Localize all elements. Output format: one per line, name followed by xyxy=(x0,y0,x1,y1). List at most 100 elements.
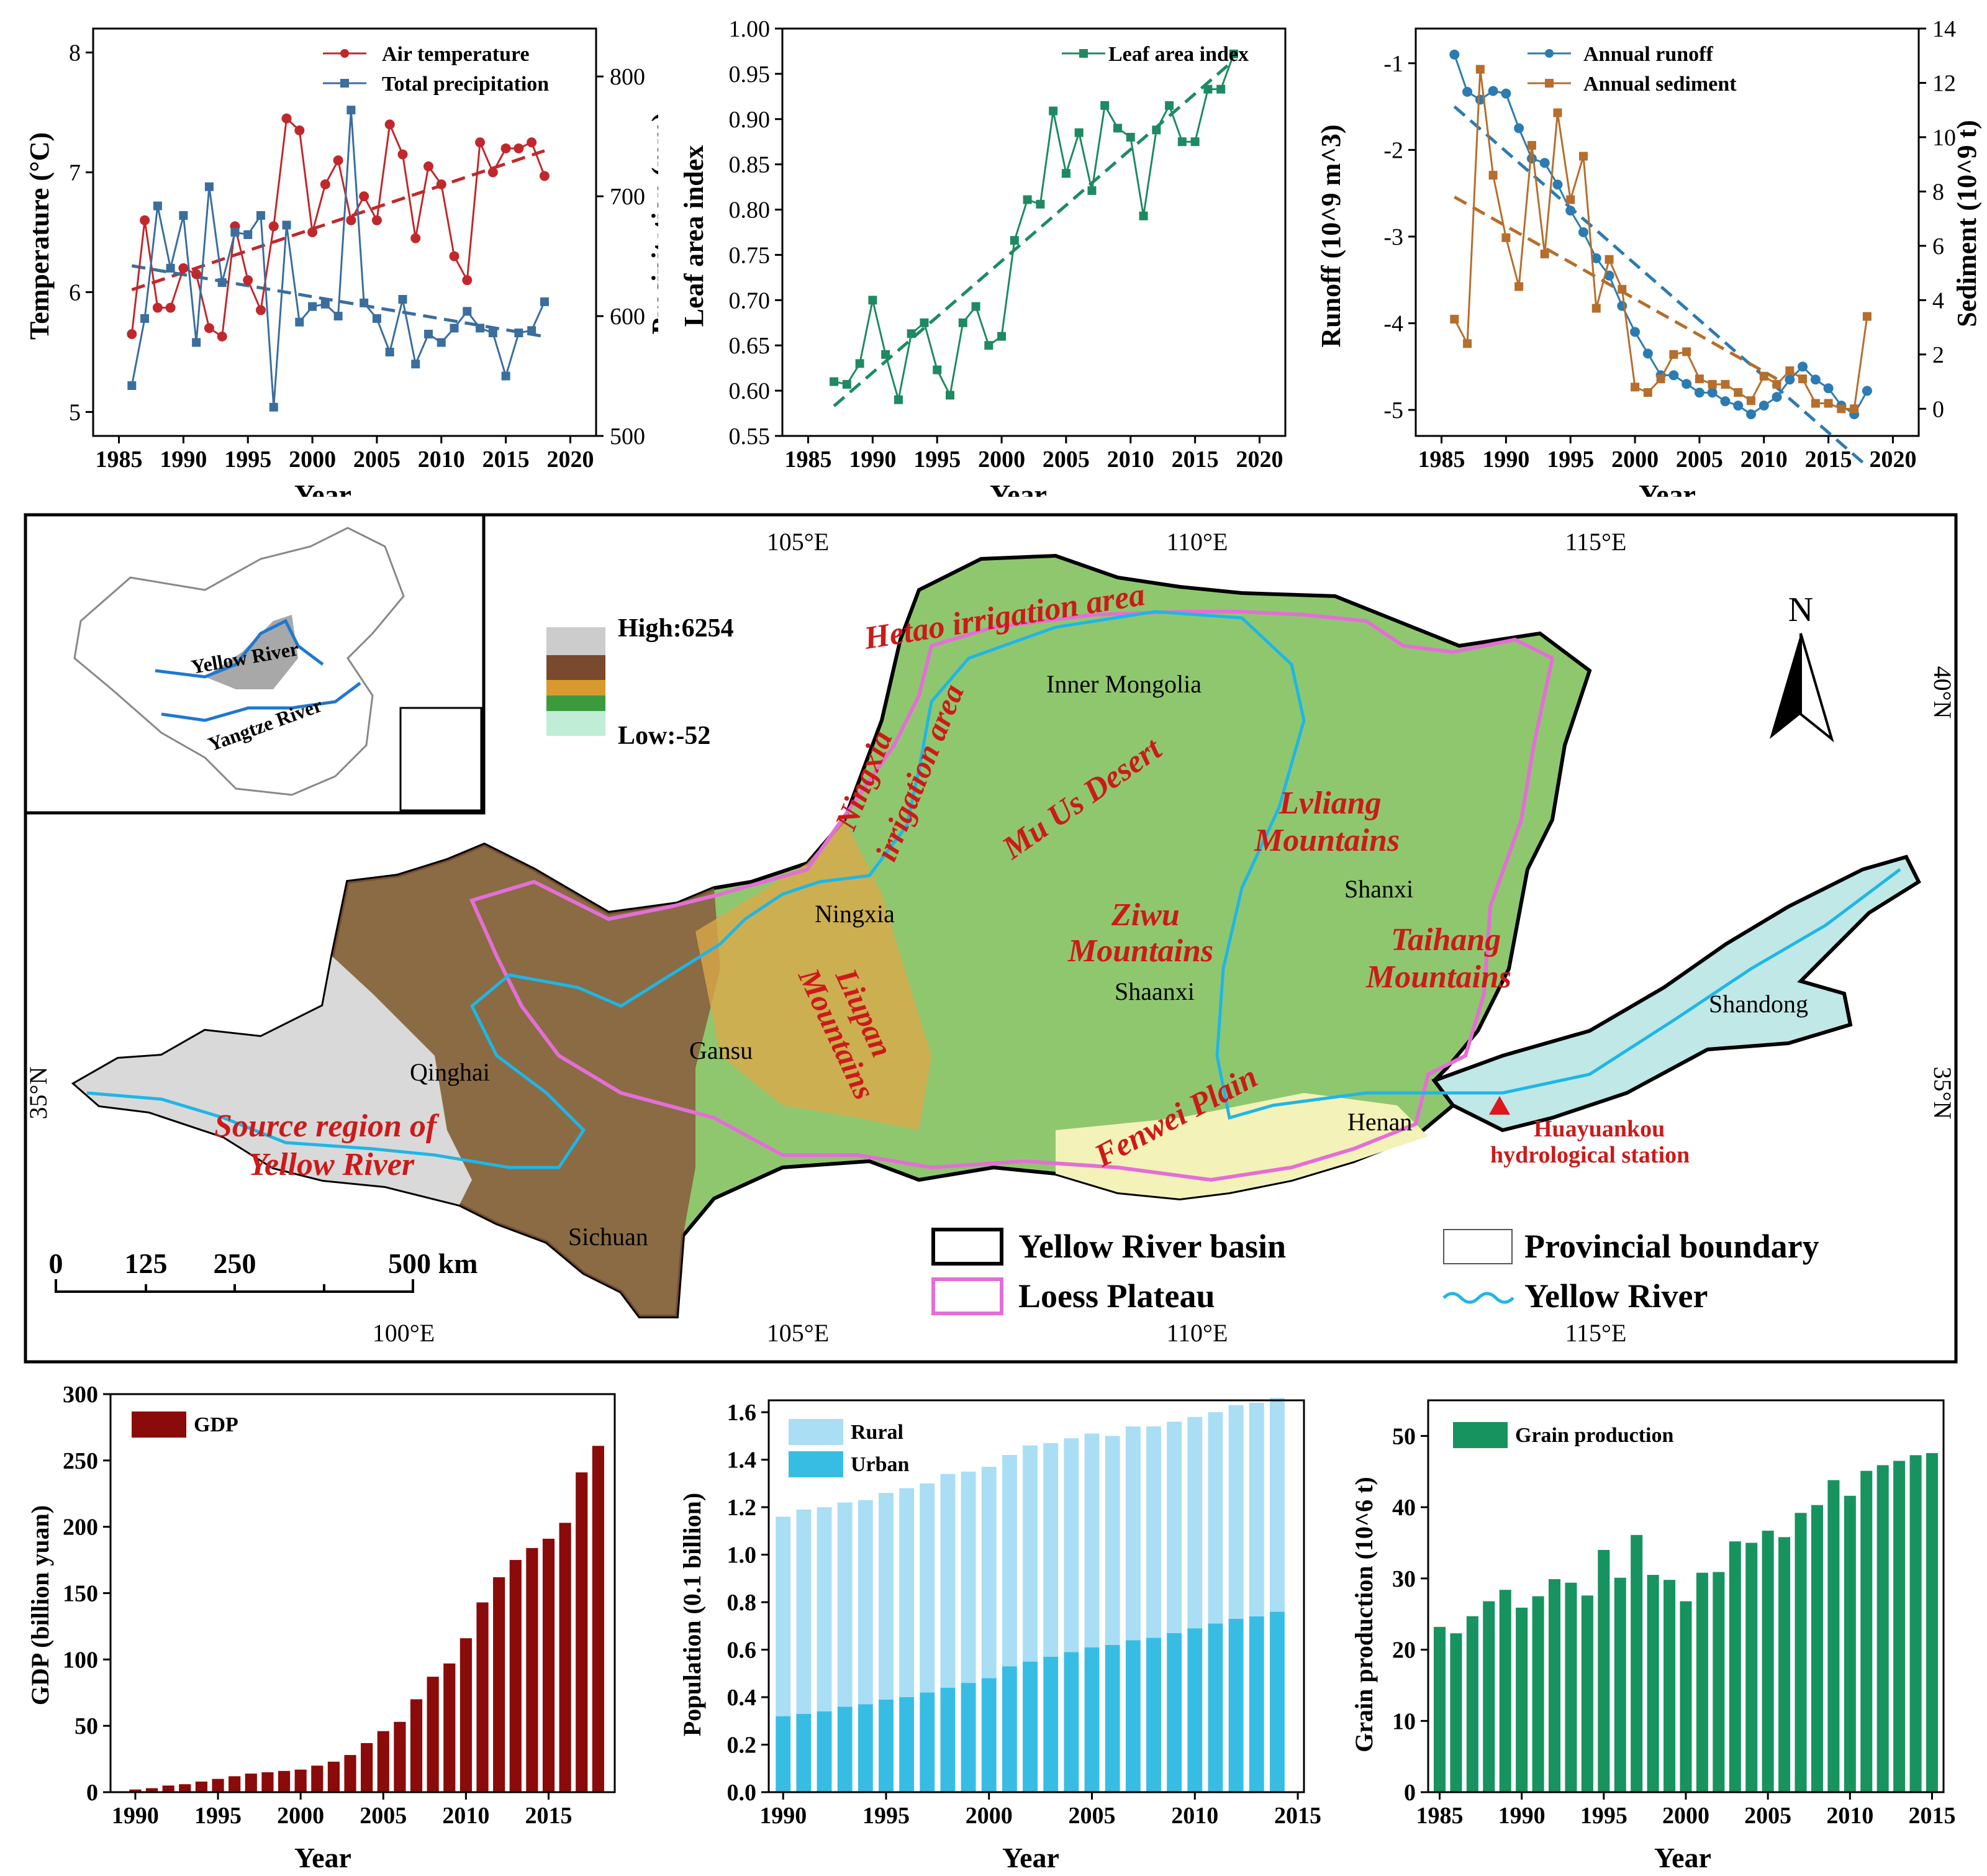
y-axis-title: Leaf area index xyxy=(679,145,709,327)
x-tick-label: 2020 xyxy=(546,446,594,473)
y-tick-label: 0.75 xyxy=(729,242,771,268)
bar xyxy=(1811,1505,1823,1792)
y-tick-label: 0.2 xyxy=(727,1733,757,1759)
x-axis-title: Year xyxy=(990,479,1047,497)
bar xyxy=(1598,1549,1610,1792)
data-point xyxy=(1759,371,1768,381)
source-snow-terrain xyxy=(75,956,472,1205)
y-tick-label: -3 xyxy=(1383,224,1403,250)
bar xyxy=(961,1683,976,1792)
data-point xyxy=(1823,383,1834,394)
province-sichuan: Sichuan xyxy=(568,1223,648,1251)
bar xyxy=(327,1761,340,1792)
bar xyxy=(1043,1443,1059,1657)
data-point xyxy=(971,302,980,311)
data-point xyxy=(540,297,549,306)
data-point xyxy=(204,323,214,333)
bar xyxy=(1228,1618,1244,1792)
grain-legend: Grain production xyxy=(1453,1422,1673,1448)
label-station-1: Huayuankou xyxy=(1534,1116,1665,1142)
data-point xyxy=(1488,171,1498,180)
data-point xyxy=(1758,401,1769,411)
data-point xyxy=(243,230,253,239)
data-point xyxy=(1216,84,1226,94)
legend-basin: Yellow River basin xyxy=(1018,1228,1286,1265)
y-tick-label: 100 xyxy=(63,1647,98,1673)
data-point xyxy=(1177,137,1187,147)
y-tick-label: 6 xyxy=(69,279,81,306)
bar xyxy=(1146,1426,1161,1638)
y-tick-label: 50 xyxy=(75,1713,98,1739)
data-point xyxy=(230,228,240,237)
x-tick-label: 2000 xyxy=(277,1803,324,1829)
lon-label-top-115: 115°E xyxy=(1565,528,1627,556)
data-point xyxy=(397,149,408,160)
data-point xyxy=(1708,379,1717,389)
x-tick-label: 1995 xyxy=(1547,446,1594,473)
data-point xyxy=(1631,383,1640,392)
data-point xyxy=(1463,339,1472,348)
data-point xyxy=(1450,314,1459,324)
grain-chart: 1985 1990 1995 2000 2005 2010 201501020304050 … xyxy=(1350,1399,1955,1874)
bar xyxy=(817,1711,832,1792)
y-tick-label: 1.00 xyxy=(729,16,771,42)
lat-label-35-left: 35°N xyxy=(24,1067,52,1120)
bar xyxy=(1696,1572,1708,1792)
data-point xyxy=(1579,152,1588,161)
bar xyxy=(592,1446,604,1792)
bar xyxy=(817,1507,832,1711)
label-taihang-1: Taihang xyxy=(1391,922,1501,958)
data-point xyxy=(1475,65,1485,74)
data-point xyxy=(1772,379,1781,389)
bar xyxy=(1483,1601,1495,1792)
data-point xyxy=(1165,101,1174,110)
bar xyxy=(1023,1445,1038,1662)
data-point xyxy=(920,318,929,327)
bar xyxy=(1532,1596,1544,1792)
inset-south-china-sea-box xyxy=(399,707,482,812)
bar xyxy=(1926,1452,1939,1792)
bar xyxy=(858,1704,873,1792)
y-tick-label: 200 xyxy=(63,1515,98,1541)
x-tick-label: 2010 xyxy=(1171,1803,1218,1829)
data-point xyxy=(1656,374,1665,384)
y-tick-label: 0 xyxy=(1404,1780,1416,1806)
x-tick-label: 2020 xyxy=(1236,446,1283,473)
y-tick-label: 8 xyxy=(69,40,81,66)
data-point xyxy=(1694,387,1704,398)
y-tick-label: 150 xyxy=(63,1581,98,1607)
x-tick-label: 1985 xyxy=(785,446,832,473)
data-point xyxy=(842,379,851,389)
bar xyxy=(559,1523,571,1792)
gdp-chart: 1990 1995 2000 2005 2010 2015 0 50 100 150 200 250 3… xyxy=(26,1382,616,1874)
y-axis-title: Runoff (10^9 m^3) xyxy=(1316,124,1346,347)
bar xyxy=(493,1577,505,1792)
province-shaanxi: Shaanxi xyxy=(1115,977,1195,1005)
data-point xyxy=(1669,350,1678,359)
data-point xyxy=(527,326,536,335)
x-tick-label: 2015 xyxy=(482,446,530,473)
data-point xyxy=(295,317,304,327)
legend-urban: Urban xyxy=(851,1453,910,1476)
trend-line xyxy=(1454,195,1778,381)
x-axis-title: Year xyxy=(1639,479,1696,497)
bar xyxy=(1680,1601,1692,1792)
x-tick-label: 1995 xyxy=(1580,1803,1627,1829)
bar xyxy=(212,1779,224,1792)
x-tick-label: 2010 xyxy=(442,1803,489,1829)
x-axis-title: Year xyxy=(294,1842,351,1874)
y2-tick-label: 4 xyxy=(1932,288,1944,314)
bar xyxy=(1860,1470,1873,1792)
data-point xyxy=(436,179,446,189)
label-station-2: hydrological station xyxy=(1490,1142,1690,1168)
bar xyxy=(394,1721,406,1792)
data-point xyxy=(449,251,459,261)
loess-plateau-boundary xyxy=(469,610,1555,1182)
y-tick-label: 0.80 xyxy=(729,197,771,224)
series-line xyxy=(833,53,1235,401)
data-point xyxy=(1539,158,1550,168)
bar xyxy=(1466,1616,1478,1792)
data-point xyxy=(450,324,459,333)
label-taihang-2: Mountains xyxy=(1365,959,1511,995)
data-point xyxy=(1682,347,1691,356)
